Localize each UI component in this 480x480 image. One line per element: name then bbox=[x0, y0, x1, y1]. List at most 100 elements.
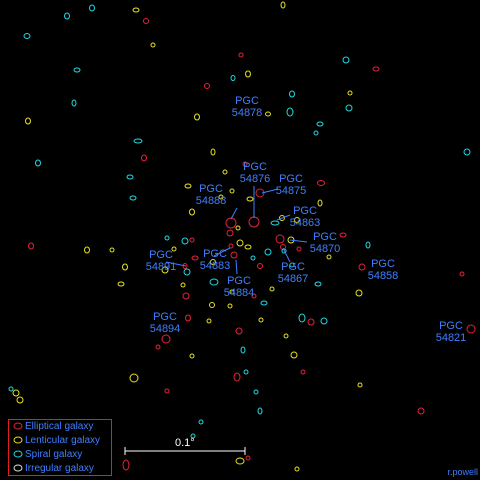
spiral-galaxy-symbol bbox=[253, 389, 259, 395]
lenticular-galaxy-symbol bbox=[222, 169, 228, 175]
spiral-galaxy-symbol bbox=[270, 220, 280, 226]
irregular-symbol-icon bbox=[13, 464, 23, 472]
elliptical-galaxy-symbol bbox=[245, 455, 251, 461]
spiral-galaxy-symbol bbox=[463, 148, 471, 156]
lenticular-galaxy-symbol bbox=[258, 317, 264, 323]
lenticular-galaxy-symbol bbox=[180, 282, 186, 288]
spiral-galaxy-symbol bbox=[316, 121, 324, 127]
elliptical-galaxy-symbol bbox=[230, 251, 238, 259]
spiral-symbol-icon bbox=[13, 450, 23, 458]
legend-item-irregular: Irregular galaxy bbox=[13, 463, 94, 475]
elliptical-galaxy-symbol bbox=[358, 263, 366, 271]
elliptical-galaxy-symbol bbox=[296, 246, 302, 252]
spiral-galaxy-symbol bbox=[250, 255, 256, 261]
spiral-galaxy-symbol bbox=[289, 90, 295, 98]
lenticular-galaxy-symbol bbox=[117, 281, 125, 287]
spiral-galaxy-symbol bbox=[198, 419, 204, 425]
label-pgc54876: PGC 54876 bbox=[239, 161, 271, 185]
spiral-galaxy-symbol bbox=[298, 313, 306, 323]
label-leader-line bbox=[261, 188, 279, 194]
legend: Elliptical galaxy Lenticular galaxy Spir… bbox=[8, 419, 112, 476]
elliptical-galaxy-symbol bbox=[164, 388, 170, 394]
spiral-galaxy-symbol bbox=[181, 237, 189, 245]
elliptical-galaxy-symbol bbox=[182, 263, 188, 269]
lenticular-galaxy-symbol bbox=[235, 225, 241, 231]
spiral-galaxy-symbol bbox=[314, 281, 322, 287]
label-pgc54891: PGC 54891 bbox=[145, 249, 177, 273]
lenticular-galaxy-symbol bbox=[194, 113, 200, 121]
spiral-galaxy-symbol bbox=[260, 300, 268, 306]
legend-item-elliptical: Elliptical galaxy bbox=[13, 421, 93, 433]
label-leader-line bbox=[230, 207, 238, 220]
label-pgc54858: PGC 54858 bbox=[367, 258, 399, 282]
label-pgc54867: PGC 54867 bbox=[277, 261, 309, 285]
elliptical-galaxy-symbol bbox=[233, 372, 241, 382]
lenticular-galaxy-symbol bbox=[229, 188, 235, 194]
lenticular-galaxy-symbol bbox=[122, 263, 128, 271]
elliptical-galaxy-symbol bbox=[300, 369, 306, 375]
lenticular-galaxy-symbol bbox=[150, 42, 156, 48]
spiral-galaxy-symbol bbox=[23, 33, 31, 39]
elliptical-galaxy-symbol bbox=[317, 180, 325, 186]
lenticular-galaxy-symbol bbox=[84, 246, 90, 254]
elliptical-galaxy-symbol bbox=[417, 407, 425, 415]
spiral-galaxy-symbol bbox=[8, 386, 14, 392]
lenticular-galaxy-symbol bbox=[184, 183, 192, 189]
lenticular-galaxy-symbol bbox=[132, 7, 140, 13]
spiral-galaxy-symbol bbox=[183, 268, 191, 276]
spiral-galaxy-symbol bbox=[126, 174, 134, 180]
elliptical-galaxy-symbol bbox=[28, 242, 34, 250]
label-leader-line bbox=[276, 214, 291, 221]
label-pgc54821: PGC 54821 bbox=[435, 320, 467, 344]
spiral-galaxy-symbol bbox=[209, 278, 219, 286]
scale-bar-label: 0.1° bbox=[175, 437, 195, 449]
spiral-galaxy-symbol bbox=[64, 12, 70, 20]
lenticular-galaxy-symbol bbox=[189, 208, 195, 216]
spiral-galaxy-symbol bbox=[230, 75, 236, 81]
legend-item-spiral: Spiral galaxy bbox=[13, 449, 82, 461]
spiral-galaxy-symbol bbox=[345, 104, 353, 112]
lenticular-galaxy-symbol bbox=[227, 303, 233, 309]
label-leader-line bbox=[235, 259, 238, 275]
lenticular-galaxy-symbol bbox=[294, 466, 300, 472]
lenticular-galaxy-symbol bbox=[209, 302, 215, 308]
lenticular-galaxy-symbol bbox=[229, 289, 235, 295]
spiral-galaxy-symbol bbox=[313, 130, 319, 136]
spiral-galaxy-symbol bbox=[342, 56, 350, 64]
lenticular-galaxy-symbol bbox=[279, 215, 285, 221]
elliptical-galaxy-symbol bbox=[275, 234, 285, 244]
elliptical-galaxy-symbol bbox=[251, 293, 257, 299]
spiral-galaxy-symbol bbox=[289, 262, 295, 268]
elliptical-galaxy-symbol bbox=[339, 232, 347, 238]
elliptical-galaxy-symbol bbox=[141, 154, 147, 162]
spiral-galaxy-symbol bbox=[365, 241, 371, 249]
lenticular-galaxy-symbol bbox=[129, 373, 139, 383]
spiral-galaxy-symbol bbox=[71, 99, 77, 107]
label-pgc54894: PGC 54894 bbox=[149, 311, 181, 335]
lenticular-galaxy-symbol bbox=[290, 351, 298, 359]
lenticular-galaxy-symbol bbox=[210, 148, 216, 156]
lenticular-galaxy-symbol bbox=[109, 247, 115, 253]
spiral-galaxy-symbol bbox=[35, 159, 41, 167]
elliptical-galaxy-symbol bbox=[242, 161, 248, 167]
lenticular-galaxy-symbol bbox=[171, 246, 177, 252]
elliptical-galaxy-symbol bbox=[161, 334, 171, 344]
lenticular-galaxy-symbol bbox=[161, 266, 169, 274]
elliptical-galaxy-symbol bbox=[204, 83, 210, 89]
elliptical-galaxy-symbol bbox=[248, 216, 260, 228]
spiral-galaxy-symbol bbox=[243, 369, 249, 375]
spiral-galaxy-symbol bbox=[129, 195, 137, 201]
elliptical-galaxy-symbol bbox=[182, 292, 190, 300]
elliptical-galaxy-symbol bbox=[226, 229, 234, 237]
label-pgc54863: PGC 54863 bbox=[289, 205, 321, 229]
elliptical-galaxy-symbol bbox=[155, 344, 161, 350]
credit-text: r.powell bbox=[447, 467, 478, 477]
elliptical-galaxy-symbol bbox=[191, 255, 199, 261]
label-pgc54878: PGC 54878 bbox=[231, 95, 263, 119]
elliptical-galaxy-symbol bbox=[459, 271, 465, 277]
lenticular-galaxy-symbol bbox=[235, 457, 245, 465]
lenticular-galaxy-symbol bbox=[357, 382, 363, 388]
lenticular-galaxy-symbol bbox=[16, 396, 24, 404]
elliptical-symbol-icon bbox=[13, 422, 23, 430]
elliptical-galaxy-symbol bbox=[257, 263, 263, 269]
